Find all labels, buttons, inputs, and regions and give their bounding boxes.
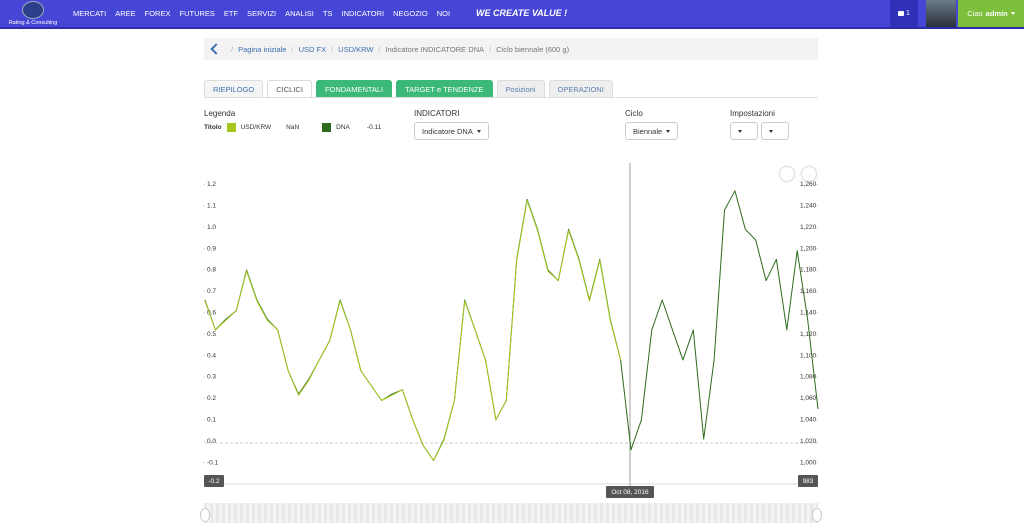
y2-tick-label: 1,160	[800, 288, 817, 295]
y2-tick-label: 1,140	[800, 310, 817, 317]
logo[interactable]: Rating & Consulting	[4, 0, 62, 27]
menu: MERCATI AREE FOREX FUTURES ETF SERVIZI ANALISI…	[73, 9, 450, 18]
readout-box	[606, 486, 654, 498]
menu-item[interactable]: SERVIZI	[247, 9, 277, 18]
menu-item[interactable]: FUTURES	[179, 9, 215, 18]
menu-item[interactable]: ANALISI	[285, 9, 314, 18]
tools-button[interactable]	[761, 122, 789, 140]
breadcrumb-item: Indicatore INDICATORE DNA	[385, 44, 485, 54]
menu-item[interactable]: TS	[322, 9, 333, 18]
avatar[interactable]	[926, 0, 956, 27]
draw-tool[interactable]	[780, 167, 794, 181]
tab[interactable]: TARGET e TENDENZE	[396, 80, 493, 97]
cart-button[interactable]: 1	[890, 0, 918, 27]
menu-item[interactable]: INDICATORI	[341, 9, 385, 18]
y2-tick-label: 1,260	[800, 181, 817, 188]
y-tick-label: 0.6	[207, 310, 216, 317]
greeting: Ciao	[967, 9, 983, 18]
settings-label: Impostazioni	[730, 109, 775, 118]
menu-item[interactable]: MERCATI	[73, 9, 107, 18]
readout-box	[204, 475, 224, 487]
legend-name: USD/KRW	[240, 124, 272, 131]
y-tick-label: 1.2	[207, 181, 216, 188]
navigator[interactable]	[204, 503, 818, 523]
user-menu[interactable]: Ciao admin	[958, 0, 1024, 27]
indicator-dropdown[interactable]: Indicatore DNA	[414, 122, 489, 140]
y-tick-label: 0.9	[207, 245, 216, 252]
y-tick-label: 0.3	[207, 374, 216, 381]
readout-label: -0.2	[208, 478, 220, 485]
tabs: RIEPILOGO CICLICI FONDAMENTALI TARGET e TEN…	[204, 80, 818, 98]
legend: Titolo USD/KRW NaN DNA -0.11	[204, 123, 381, 132]
y2-tick-label: 1,240	[800, 203, 817, 210]
y-tick-label: 0.1	[207, 417, 216, 424]
menu-item[interactable]: NOI	[436, 9, 451, 18]
menu-item[interactable]: ETF	[223, 9, 239, 18]
legend-swatch	[322, 123, 332, 132]
legend-title: Legenda	[204, 109, 236, 118]
readout-label: 983	[803, 478, 814, 485]
y-tick-label: 0.4	[207, 352, 216, 359]
series-line	[204, 199, 622, 461]
breadcrumb-item: Ciclo biennale (600 g)	[496, 44, 570, 54]
legend-swatch	[226, 123, 236, 132]
cycle-label: Ciclo	[625, 109, 643, 118]
y2-tick-label: 1,080	[800, 374, 817, 381]
y2-tick-label: 1,060	[800, 395, 817, 402]
y2-tick-label: 1,220	[800, 224, 817, 231]
legend-value: -0.11	[366, 124, 382, 131]
y-tick-label: 0.0	[207, 438, 216, 445]
navigator-handle[interactable]	[812, 508, 822, 522]
menu-item[interactable]: AREE	[115, 9, 136, 18]
tab[interactable]: Posizioni	[496, 80, 545, 97]
y2-tick-label: 1,120	[800, 331, 817, 338]
y2-tick-label: 1,020	[800, 438, 817, 445]
tab[interactable]: OPERAZIONI	[548, 80, 613, 97]
indicators-label: INDICATORI	[414, 109, 460, 118]
y2-tick-label: 1,100	[800, 352, 817, 359]
breadcrumb: Pagina iniziale USD FX USD/KRW Indicatore I…	[204, 38, 818, 60]
navbar	[0, 0, 1024, 29]
y-tick-label: 1.1	[207, 203, 216, 210]
breadcrumb-item[interactable]: USD/KRW	[338, 44, 374, 54]
tab[interactable]: FONDAMENTALI	[315, 80, 393, 97]
breadcrumb-item[interactable]: Pagina iniziale	[238, 44, 287, 54]
legend-value: NaN	[286, 124, 300, 131]
y2-tick-label: 1,000	[800, 459, 817, 466]
cycle-button-text: Biennale	[633, 126, 663, 136]
y2-tick-label: 1,040	[800, 417, 817, 424]
settings-button[interactable]	[730, 122, 758, 140]
y-tick-label: 0.2	[207, 395, 216, 402]
y-tick-label: 0.8	[207, 267, 216, 274]
tab[interactable]: RIEPILOGO	[204, 80, 264, 97]
indicator-button-text: Indicatore DNA	[422, 126, 473, 136]
y2-tick-label: 1,200	[800, 245, 817, 252]
y-tick-label: 0.7	[207, 288, 216, 295]
menu-item[interactable]: FOREX	[144, 9, 171, 18]
erase-tool[interactable]	[802, 167, 816, 181]
y2-tick-label: 1,180	[800, 267, 817, 274]
tab[interactable]: CICLICI	[267, 80, 312, 97]
legend-name: DNA	[336, 124, 350, 131]
y-tick-label: 0.5	[207, 331, 216, 338]
breadcrumb-item[interactable]: USD FX	[298, 44, 327, 54]
legend-row-label: Titolo	[204, 124, 222, 131]
slogan: WE CREATE VALUE !	[476, 8, 568, 18]
logo-text: Rating & Consulting	[8, 20, 58, 26]
username: admin	[985, 9, 1008, 18]
cycle-dropdown[interactable]: Biennale	[625, 122, 679, 140]
readout-box	[798, 475, 818, 487]
readout-label: Oct 08, 2016	[611, 489, 649, 496]
y-tick-label: -0.1	[207, 459, 219, 466]
y-tick-label: 1.0	[207, 224, 216, 231]
cart-count: 1	[906, 10, 910, 17]
navigator-handle[interactable]	[200, 508, 210, 522]
menu-item[interactable]: NEGOZIO	[393, 9, 428, 18]
